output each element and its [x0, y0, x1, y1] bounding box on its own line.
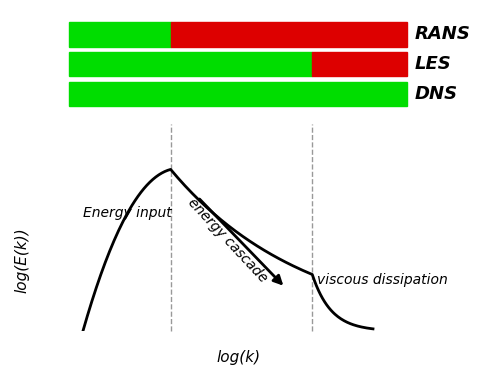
Text: Energy input: Energy input	[83, 206, 172, 220]
Text: viscous dissipation: viscous dissipation	[317, 273, 448, 287]
Text: LES: LES	[414, 55, 451, 73]
Text: log(k): log(k)	[216, 350, 260, 365]
Text: log(E(k)): log(E(k))	[15, 228, 30, 293]
Text: RANS: RANS	[414, 25, 470, 44]
Text: energy cascade: energy cascade	[186, 196, 270, 285]
Text: DNS: DNS	[414, 85, 457, 103]
